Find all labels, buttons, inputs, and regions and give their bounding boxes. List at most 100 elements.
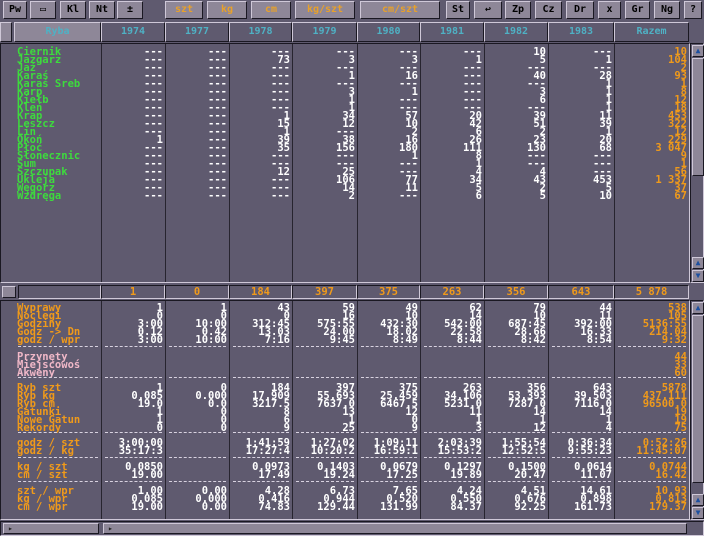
fish-name[interactable]: Kleń [17, 102, 43, 114]
fish-cell: 57 [405, 110, 418, 122]
toolbar-button-15[interactable]: x [598, 1, 621, 19]
fish-cell: --- [527, 102, 546, 114]
column-header-row: Ryba 1974 1977 1978 1979 1980 1981 1982 1983 Raze… [0, 22, 704, 42]
fish-cell: 229 [668, 134, 687, 146]
fish-name[interactable]: Leszcz [17, 118, 55, 130]
column-header-6[interactable]: 1981 [420, 22, 484, 42]
fish-cell: 42 [469, 118, 482, 130]
toolbar-button-1[interactable]: ▭ [30, 1, 56, 19]
toolbar-button-7[interactable]: cm [251, 1, 291, 19]
toolbar-button-10[interactable]: St [446, 1, 470, 19]
scroll-up-icon[interactable]: ▲ [692, 302, 704, 314]
fish-name[interactable]: Jazgarz [17, 54, 62, 66]
fish-name[interactable]: Sum [17, 158, 36, 170]
scroll-up-icon[interactable]: ▲ [692, 45, 704, 57]
stat-cell: 14 [599, 406, 612, 418]
fish-cell: 3 [348, 54, 355, 66]
toolbar-button-3[interactable]: Nt [89, 1, 115, 19]
fish-cell: 1 [283, 126, 290, 138]
stat-cell: 1:41:59 [245, 437, 290, 449]
fish-name[interactable]: Słonecznic [17, 150, 81, 162]
stat-cell: 0.676 [514, 493, 546, 505]
column-header-8[interactable]: 1983 [548, 22, 614, 42]
fish-cell: --- [144, 110, 163, 122]
fish-name[interactable]: Ukleja [17, 174, 55, 186]
fish-cell: --- [527, 150, 546, 162]
column-header-3[interactable]: 1978 [229, 22, 292, 42]
stat-cell: 6 [283, 414, 290, 426]
stats-table-scrollbar[interactable]: ▲ ▲ ▼ [690, 300, 704, 520]
toolbar-button-6[interactable]: kg [207, 1, 247, 19]
column-header-2[interactable]: 1977 [165, 22, 229, 42]
fish-cell: --- [144, 158, 163, 170]
scroll-down-icon[interactable]: ▼ [692, 507, 704, 519]
toolbar-button-17[interactable]: Ng [654, 1, 680, 19]
scroll-right-thumb[interactable]: ▸ [103, 523, 687, 534]
column-divider [230, 44, 293, 282]
fish-name[interactable]: Jaź [17, 62, 36, 74]
section-divider [424, 377, 481, 378]
fish-name[interactable]: Szczupak [17, 166, 68, 178]
fish-name[interactable]: Ciernik [17, 46, 62, 58]
toolbar-button-12[interactable]: Zp [505, 1, 531, 19]
horizontal-scrollbar[interactable]: ▸ ▸ [0, 521, 704, 536]
stat-cell: 1 [220, 302, 227, 314]
fish-cell: 39 [599, 118, 612, 130]
fish-cell: --- [208, 190, 227, 202]
fish-name[interactable]: Karaś [17, 70, 49, 82]
scroll-thumb[interactable] [692, 315, 704, 483]
fish-name[interactable]: Płoć [17, 142, 43, 154]
section-divider [296, 377, 354, 378]
scroll-up-icon[interactable]: ▲ [692, 494, 704, 506]
fish-name[interactable]: Lin [17, 126, 36, 138]
toolbar-button-0[interactable]: Pw [3, 1, 27, 19]
scroll-up-icon[interactable]: ▲ [692, 257, 704, 269]
fish-name[interactable]: Kiełb [17, 94, 49, 106]
fish-name[interactable]: Węgorz [17, 182, 55, 194]
fish-cell: 1 [605, 78, 612, 90]
stat-cell: 14 [533, 406, 546, 418]
fish-cell: 35 [277, 142, 290, 154]
fish-cell: 15 [277, 118, 290, 130]
scroll-down-icon[interactable]: ▼ [692, 270, 704, 282]
toolbar-button-18[interactable]: ? [684, 1, 702, 19]
fish-name[interactable]: Karp [17, 86, 43, 98]
fish-cell: --- [208, 62, 227, 74]
stat-cell: 33 [674, 359, 687, 371]
fish-cell: 3 [348, 86, 355, 98]
scroll-left-thumb[interactable]: ▸ [3, 523, 99, 534]
column-header-7[interactable]: 1982 [484, 22, 548, 42]
stat-cell: 10.93 [655, 485, 687, 497]
section-divider [618, 346, 686, 347]
toolbar-button-16[interactable]: Gr [625, 1, 650, 19]
stat-cell: 356 [527, 382, 546, 394]
fish-cell: 12 [342, 118, 355, 130]
toolbar-button-4[interactable]: ± [117, 1, 143, 19]
stat-cell: 16.33 [580, 326, 612, 338]
toolbar-button-14[interactable]: Dr [566, 1, 594, 19]
column-header-9[interactable]: Razem [614, 22, 689, 42]
fish-name[interactable]: Karaś Sreb [17, 78, 81, 90]
toolbar-button-5[interactable]: szt [165, 1, 203, 19]
totals-grip[interactable] [2, 286, 16, 298]
fish-name[interactable]: Wzdręga [17, 190, 62, 202]
column-header-5[interactable]: 1980 [357, 22, 420, 42]
header-grip[interactable] [0, 22, 12, 42]
toolbar-button-11[interactable]: ↩ [474, 1, 502, 19]
toolbar-button-9[interactable]: cm/szt [360, 1, 440, 19]
fish-cell: --- [208, 118, 227, 130]
toolbar-button-13[interactable]: Cz [535, 1, 562, 19]
fish-table-scrollbar[interactable]: ▲ ▲ ▼ [690, 43, 704, 283]
fish-name[interactable]: Krap [17, 110, 43, 122]
scroll-thumb[interactable] [692, 58, 704, 176]
column-header-1[interactable]: 1974 [101, 22, 165, 42]
toolbar-button-2[interactable]: Kl [60, 1, 86, 19]
column-header-0[interactable]: Ryba [14, 22, 101, 42]
fish-cell: 453 [593, 174, 612, 186]
fish-cell: --- [144, 78, 163, 90]
stat-cell: 19 [674, 414, 687, 426]
totals-row: 1 0 184 397 375 263 356 643 5 878 [0, 285, 704, 299]
fish-name[interactable]: Okoń [17, 134, 43, 146]
toolbar-button-8[interactable]: kg/szt [295, 1, 355, 19]
column-header-4[interactable]: 1979 [292, 22, 357, 42]
